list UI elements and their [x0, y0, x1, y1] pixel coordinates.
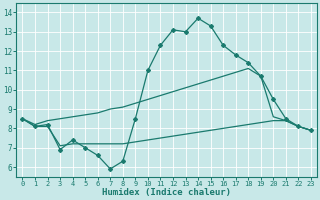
X-axis label: Humidex (Indice chaleur): Humidex (Indice chaleur): [102, 188, 231, 197]
